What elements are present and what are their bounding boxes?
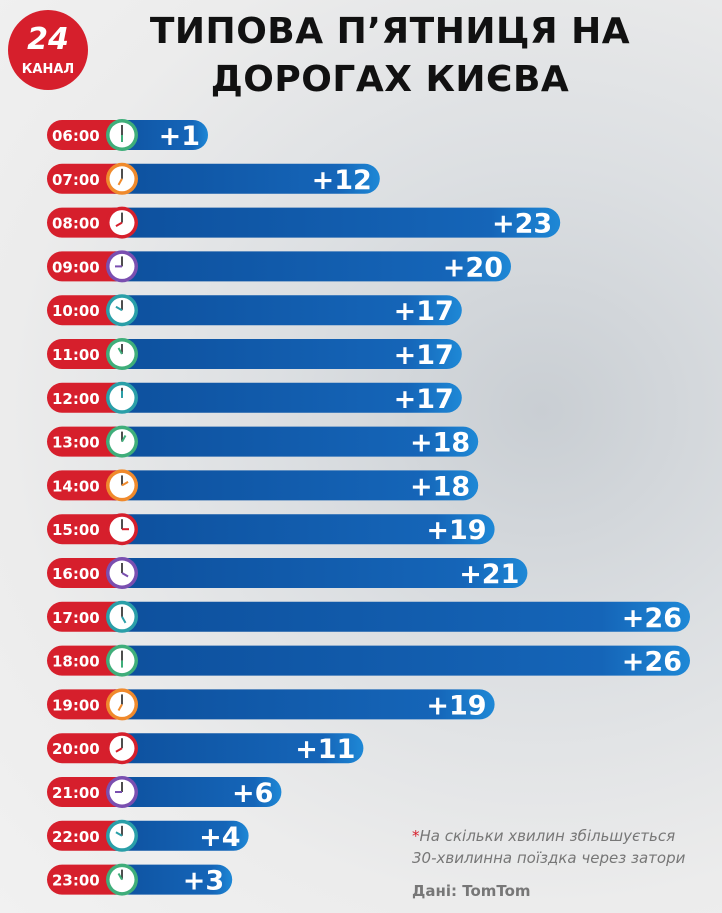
time-label: 22:00 [52, 828, 100, 846]
clock-hour-hand [115, 747, 123, 753]
bar [100, 777, 282, 807]
bar-value-label: +18 [410, 428, 470, 459]
clock-hour-hand [115, 305, 123, 312]
bar [100, 820, 249, 851]
clock-hour-hand [121, 572, 129, 578]
bar [100, 163, 380, 194]
logo-24-kanal: 24 КАНАЛ [8, 10, 88, 90]
bar-value-label: +17 [394, 296, 454, 327]
bar-value-label: +12 [312, 165, 372, 196]
bar-value-label: +26 [622, 647, 682, 678]
clock-hour-hand [121, 616, 127, 624]
bar-value-label: +4 [199, 822, 240, 853]
bar-value-label: +17 [394, 384, 454, 415]
time-label: 21:00 [52, 784, 100, 802]
time-label: 08:00 [52, 215, 100, 233]
clock-hour-hand [115, 221, 123, 227]
bar [100, 382, 462, 413]
time-label: 13:00 [52, 434, 100, 452]
bar [100, 295, 462, 326]
bar [100, 207, 561, 238]
bar-value-label: +20 [443, 252, 503, 283]
clock-hour-hand [117, 873, 123, 881]
logo-number: 24 [27, 22, 69, 57]
bar-value-label: +18 [410, 471, 470, 502]
data-source: Дані: TomTom [412, 882, 531, 900]
bar-value-label: +6 [232, 778, 273, 809]
bar-value-label: +21 [459, 559, 519, 590]
footnote: *На скільки хвилин збільшується 30-хвили… [412, 825, 685, 869]
chart-title: ТИПОВА П’ЯТНИЦЯ НА ДОРОГАХ КИЄВА [149, 11, 631, 100]
bar-value-label: +26 [622, 603, 682, 634]
clock-hour-hand [117, 703, 123, 711]
time-label: 07:00 [52, 171, 100, 189]
clock-hour-hand [117, 178, 123, 186]
bar [100, 558, 528, 588]
time-label: 12:00 [52, 390, 100, 408]
bar-value-label: +19 [426, 690, 486, 721]
clock-hour-hand [121, 435, 127, 443]
time-label: 20:00 [52, 740, 100, 758]
bar [100, 601, 690, 632]
bar [100, 689, 495, 720]
time-label: 06:00 [52, 127, 100, 145]
bar-value-label: +3 [183, 866, 224, 897]
footnote-line2: 30-хвилинна поїздка через затори [412, 849, 686, 867]
bar-value-label: +19 [426, 515, 486, 546]
bar [100, 470, 479, 501]
time-label: 16:00 [52, 565, 100, 583]
time-label: 15:00 [52, 521, 100, 539]
bar-value-label: +1 [159, 121, 200, 152]
bar [100, 339, 462, 369]
time-label: 19:00 [52, 696, 100, 714]
footnote-line1: На скільки хвилин збільшується [419, 827, 676, 845]
bar [100, 733, 364, 764]
time-label: 18:00 [52, 653, 100, 671]
clock-hour-hand [115, 831, 123, 837]
bar [100, 426, 479, 457]
bar-value-label: +17 [394, 340, 454, 371]
time-label: 10:00 [52, 302, 100, 320]
bar-value-label: +11 [295, 734, 355, 765]
logo-word: КАНАЛ [21, 62, 75, 77]
time-label: 17:00 [52, 609, 100, 627]
bar [100, 645, 690, 676]
time-label: 14:00 [52, 477, 100, 495]
clock-hour-hand [117, 347, 123, 355]
time-label: 09:00 [52, 258, 100, 276]
bar [100, 251, 511, 282]
time-label: 11:00 [52, 346, 100, 364]
time-label: 23:00 [52, 872, 100, 890]
bar [100, 514, 495, 545]
bar-value-label: +23 [492, 209, 552, 240]
clock-hour-hand [121, 481, 129, 487]
footnote-asterisk: * [412, 827, 420, 845]
